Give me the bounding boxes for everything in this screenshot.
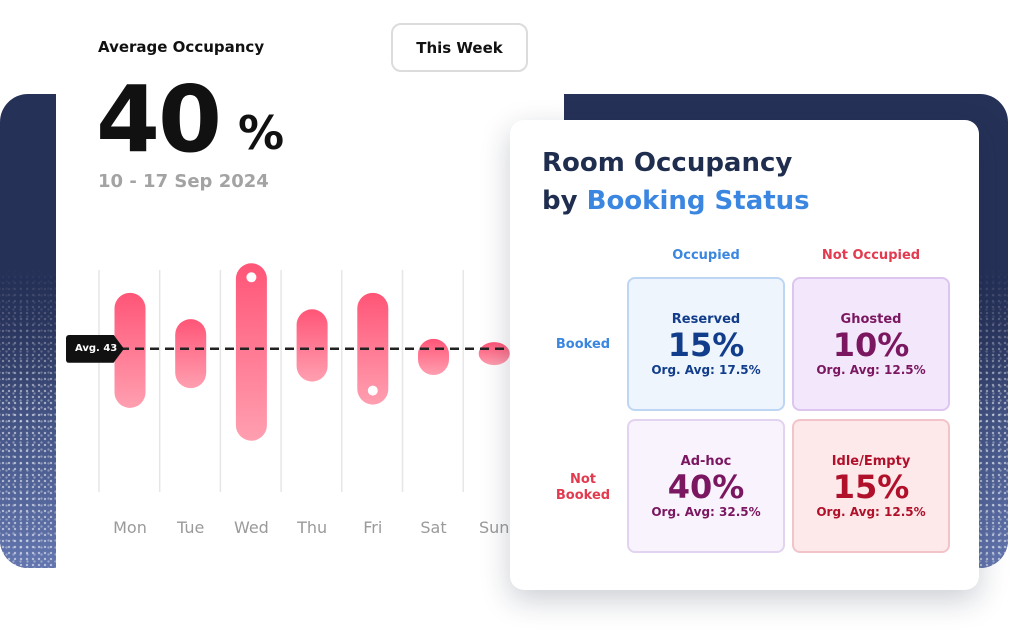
- period-select-button[interactable]: This Week: [391, 23, 528, 72]
- cell-reserved[interactable]: Reserved 15% Org. Avg: 17.5%: [627, 277, 785, 411]
- chart-title: Average Occupancy: [98, 38, 265, 56]
- cell-idle-empty[interactable]: Idle/Empty 15% Org. Avg: 12.5%: [792, 419, 950, 553]
- card-title-line2: by Booking Status: [542, 182, 810, 220]
- cell-org-average: Org. Avg: 12.5%: [816, 362, 926, 377]
- cell-label: Ad-hoc: [680, 453, 732, 469]
- average-occupancy-value: 40: [96, 66, 222, 173]
- cell-label: Reserved: [671, 311, 741, 327]
- percent-unit: %: [238, 106, 285, 160]
- x-axis-label-sat: Sat: [420, 518, 447, 537]
- cell-value: 40%: [667, 467, 745, 506]
- x-axis-label-tue: Tue: [177, 518, 205, 537]
- bar-fri[interactable]: [357, 292, 389, 405]
- bar-thu[interactable]: [296, 309, 328, 382]
- x-axis-label-sun: Sun: [478, 518, 510, 537]
- bar-sun[interactable]: [478, 342, 510, 366]
- x-axis-label-fri: Fri: [363, 518, 383, 537]
- card-title-prefix: by: [542, 186, 587, 216]
- cell-value: 10%: [832, 325, 910, 364]
- row-header-not-booked: Not Booked: [543, 472, 623, 504]
- cell-value: 15%: [832, 467, 910, 506]
- card-title-line1: Room Occupancy: [542, 148, 793, 178]
- cell-org-average: Org. Avg: 17.5%: [651, 362, 761, 377]
- x-axis-label-thu: Thu: [297, 518, 328, 537]
- bar-tue[interactable]: [175, 319, 207, 389]
- row-header-booked: Booked: [555, 337, 611, 352]
- cell-label: Idle/Empty: [831, 453, 911, 469]
- column-header-occupied: Occupied: [672, 248, 740, 263]
- card-title-accent: Booking Status: [586, 186, 810, 216]
- x-axis-label-mon: Mon: [113, 518, 147, 537]
- bar-marker-low: [367, 385, 378, 396]
- row-header-not-booked-line2: Booked: [555, 488, 611, 503]
- bar-wed[interactable]: [235, 263, 267, 441]
- x-axis-label-wed: Wed: [233, 518, 269, 537]
- cell-ad-hoc[interactable]: Ad-hoc 40% Org. Avg: 32.5%: [627, 419, 785, 553]
- card-title: Room Occupancy by Booking Status: [542, 144, 810, 220]
- cell-ghosted[interactable]: Ghosted 10% Org. Avg: 12.5%: [792, 277, 950, 411]
- column-header-not-occupied: Not Occupied: [821, 248, 921, 263]
- bar-mon[interactable]: [114, 292, 146, 408]
- date-range: 10 - 17 Sep 2024: [98, 171, 269, 192]
- cell-org-average: Org. Avg: 32.5%: [651, 504, 761, 519]
- bar-marker-high: [246, 272, 257, 283]
- row-header-not-booked-line1: Not: [569, 472, 597, 487]
- cell-org-average: Org. Avg: 12.5%: [816, 504, 926, 519]
- cell-label: Ghosted: [840, 311, 902, 327]
- cell-value: 15%: [667, 325, 745, 364]
- average-tag: Avg. 43: [66, 334, 124, 363]
- booking-status-card: Room Occupancy by Booking Status Occupie…: [510, 120, 979, 590]
- bar-sat[interactable]: [418, 338, 449, 375]
